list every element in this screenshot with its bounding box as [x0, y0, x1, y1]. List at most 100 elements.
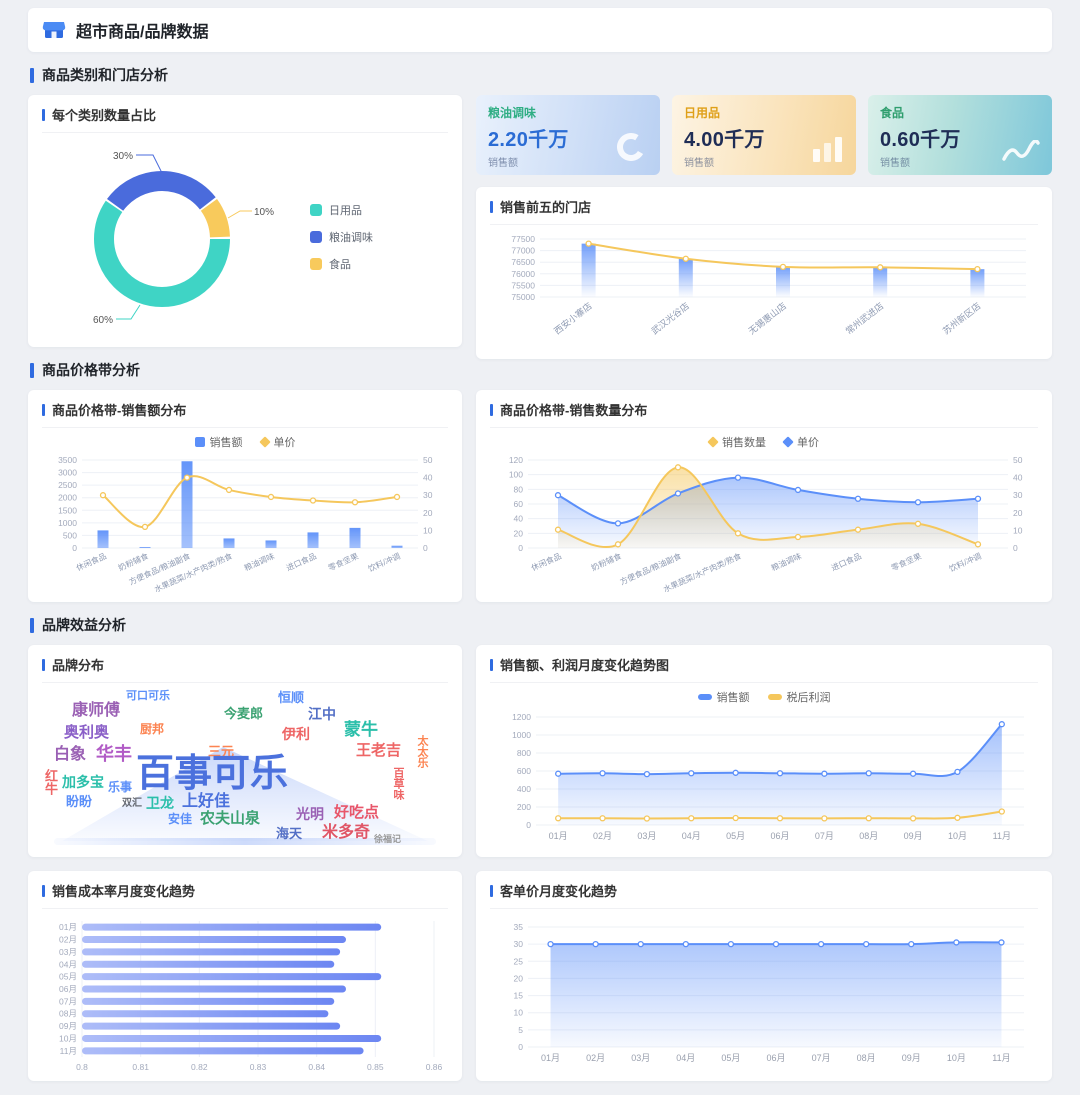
legend-item[interactable]: 销售额 — [194, 434, 243, 450]
brand-word[interactable]: 光明 — [296, 806, 324, 822]
brand-word[interactable]: 三元 — [208, 744, 235, 759]
legend-item[interactable]: 销售额 — [697, 689, 750, 705]
brand-word[interactable]: 海天 — [276, 826, 303, 841]
svg-text:08月: 08月 — [859, 831, 878, 841]
svg-text:0: 0 — [1013, 543, 1018, 553]
brand-word[interactable]: 恒顺 — [278, 690, 305, 705]
panel-brand-cloud: 品牌分布 可口可乐 康师傅 恒顺 今麦郎 江中 奥利奥 厨邦 伊利 蒙牛 王老吉 白象 华丰 三元 百事可… — [28, 645, 462, 857]
svg-text:30: 30 — [423, 490, 433, 500]
legend-item[interactable]: 食品 — [310, 256, 373, 272]
svg-text:77500: 77500 — [511, 234, 535, 244]
svg-text:01月: 01月 — [549, 831, 568, 841]
svg-text:10月: 10月 — [947, 1053, 966, 1063]
svg-text:奶粉辅食: 奶粉辅食 — [590, 551, 623, 573]
legend-item[interactable]: 日用品 — [310, 202, 373, 218]
svg-text:10: 10 — [1013, 525, 1023, 535]
svg-text:武汉光谷店: 武汉光谷店 — [649, 300, 691, 336]
legend-swatch — [767, 694, 782, 700]
brand-word[interactable]: 上好佳 — [182, 793, 231, 810]
panel-price-sales: 商品价格带-销售额分布 销售额 单价 0 500 1000 1500 2000 2500 30… — [28, 390, 462, 602]
brand-word[interactable]: 厨邦 — [140, 722, 165, 736]
price-qty-legend: 销售数量 单价 — [490, 434, 1038, 450]
brand-word[interactable]: 华丰 — [96, 744, 132, 764]
svg-text:11月: 11月 — [992, 1053, 1010, 1063]
legend-item[interactable]: 单价 — [258, 434, 296, 450]
kpi-sub-label: 销售额 — [684, 158, 714, 169]
kpi-card-2[interactable]: 食品 0.60千万 销售额 — [868, 95, 1052, 175]
brand-word[interactable]: 红牛 — [43, 769, 58, 795]
svg-text:09月: 09月 — [59, 1021, 77, 1031]
brand-word[interactable]: 康师傅 — [72, 702, 121, 719]
brand-word[interactable]: 米多奇 — [322, 824, 371, 841]
legend-swatch — [194, 437, 205, 447]
brand-word[interactable]: 百事可乐 — [136, 753, 289, 795]
brand-word[interactable]: 白象 — [54, 746, 87, 763]
sales-profit-trend-chart[interactable]: 0 200 400 600 800 1000 1200 01月 02月 03月 04月 05月 06月 0… — [490, 707, 1038, 857]
kpi-card-0[interactable]: 粮油调味 2.20千万 销售额 — [476, 95, 660, 175]
legend-label: 销售额 — [716, 692, 750, 704]
brand-word[interactable]: 百草味 — [392, 767, 404, 800]
kpi-value: 4.00千万 — [684, 129, 765, 151]
legend-item[interactable]: 粮油调味 — [310, 229, 373, 245]
brand-word[interactable]: 今麦郎 — [224, 706, 264, 721]
svg-text:20: 20 — [1013, 508, 1023, 518]
svg-text:05月: 05月 — [59, 972, 77, 982]
brand-word[interactable]: 双汇 — [122, 798, 142, 809]
brand-word[interactable]: 卫龙 — [146, 795, 174, 811]
svg-text:76000: 76000 — [511, 269, 535, 279]
kpi-card-1[interactable]: 日用品 4.00千万 销售额 — [672, 95, 856, 175]
svg-text:10: 10 — [423, 525, 433, 535]
svg-text:11月: 11月 — [993, 831, 1011, 841]
brand-word[interactable]: 好吃点 — [334, 804, 380, 821]
section-title-text: 品牌效益分析 — [42, 617, 126, 633]
legend-label: 单价 — [273, 437, 296, 449]
cost-rate-chart[interactable]: 0.8 0.81 0.82 0.83 0.84 0.85 0.86 01月 02月 03月 04月 0… — [42, 915, 448, 1079]
kpi-value: 2.20千万 — [488, 129, 569, 151]
category-donut-chart[interactable]: 30% 10% 60% — [52, 139, 282, 335]
brand-word[interactable]: 伊利 — [282, 726, 310, 742]
svg-text:20: 20 — [423, 508, 433, 518]
brand-word[interactable]: 蒙牛 — [344, 720, 378, 739]
brand-word[interactable]: 太太乐 — [416, 735, 428, 768]
brand-word[interactable]: 乐事 — [108, 780, 133, 794]
brand-word[interactable]: 盼盼 — [66, 794, 93, 809]
svg-text:0: 0 — [72, 543, 77, 553]
svg-text:02月: 02月 — [59, 935, 77, 945]
svg-text:3500: 3500 — [58, 455, 77, 465]
brand-word[interactable]: 农夫山泉 — [200, 810, 261, 827]
svg-text:03月: 03月 — [637, 831, 656, 841]
brand-word[interactable]: 江中 — [308, 706, 336, 722]
svg-text:75500: 75500 — [511, 280, 535, 290]
price-sales-chart[interactable]: 0 500 1000 1500 2000 2500 3000 3500 0 10 20 30 40 50 休… — [42, 452, 448, 604]
legend-label: 食品 — [329, 259, 351, 271]
legend-item[interactable]: 销售数量 — [707, 434, 766, 450]
brand-word[interactable]: 王老吉 — [356, 742, 402, 759]
svg-text:07月: 07月 — [815, 831, 834, 841]
svg-text:01月: 01月 — [59, 922, 77, 932]
legend-item[interactable]: 税后利润 — [767, 689, 831, 705]
brand-word[interactable]: 奥利奥 — [64, 724, 110, 741]
svg-text:11月: 11月 — [60, 1046, 77, 1056]
svg-text:1200: 1200 — [512, 712, 531, 722]
svg-text:0.86: 0.86 — [426, 1062, 443, 1072]
legend-swatch — [782, 436, 794, 448]
title-accent — [490, 403, 493, 416]
svg-text:粮油调味: 粮油调味 — [243, 551, 276, 573]
legend-item[interactable]: 单价 — [782, 434, 819, 450]
brand-word[interactable]: 安佳 — [168, 812, 193, 826]
svg-text:600: 600 — [517, 766, 531, 776]
brand-word[interactable]: 加多宝 — [62, 774, 104, 790]
svg-text:水果蔬菜/水产肉类/熟食: 水果蔬菜/水产肉类/熟食 — [153, 551, 234, 594]
unit-price-chart[interactable]: 0 5 10 15 20 25 30 35 01月 02月 03月 04月 05月 06月 07月 08月 09… — [490, 915, 1038, 1077]
panel-sales-profit-trend: 销售额、利润月度变化趋势图 销售额 税后利润 0 200 400 600 800 1000 1… — [476, 645, 1052, 857]
svg-text:饮料/冲调: 饮料/冲调 — [947, 551, 982, 574]
section-title-brand: 品牌效益分析 — [30, 615, 1050, 635]
brand-wordcloud[interactable]: 可口可乐 康师傅 恒顺 今麦郎 江中奥利奥 厨邦 伊利 蒙牛王老吉 白象 华丰 三元 百事可乐 红牛 加多… — [42, 689, 448, 847]
kpi-value: 0.60千万 — [880, 129, 961, 151]
brand-word[interactable]: 可口可乐 — [126, 690, 170, 702]
svg-text:01月: 01月 — [541, 1053, 560, 1063]
svg-text:80: 80 — [514, 484, 524, 494]
brand-word[interactable]: 徐福记 — [374, 834, 402, 844]
